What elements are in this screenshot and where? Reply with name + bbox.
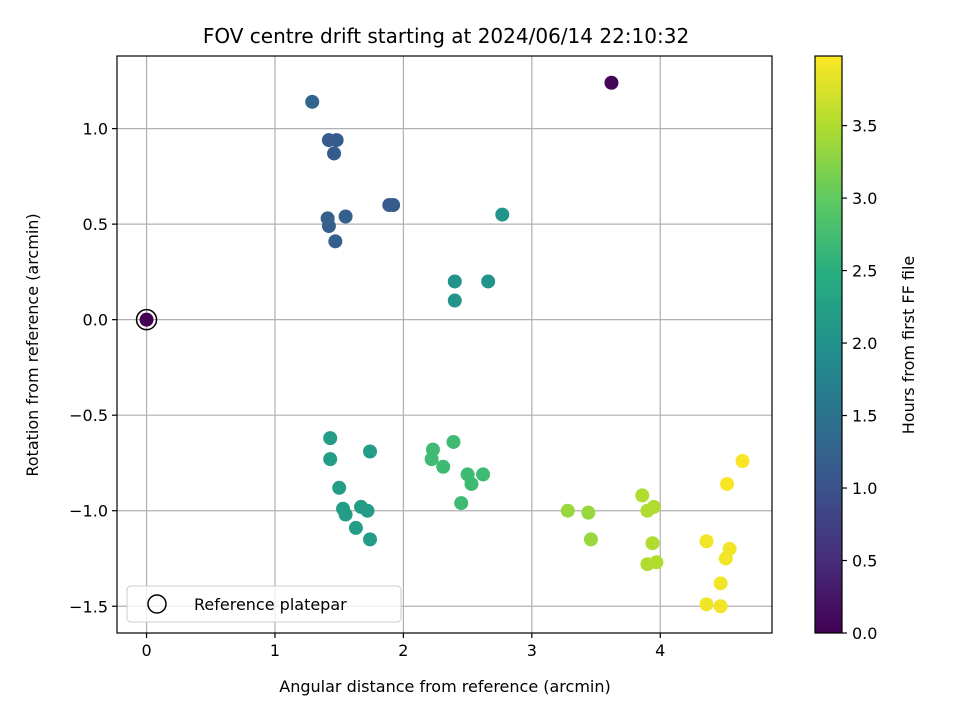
data-point [327, 146, 342, 161]
data-point [699, 597, 714, 612]
data-point [645, 536, 660, 551]
data-point [323, 452, 338, 467]
colorbar-gradient [814, 55, 843, 634]
grid [117, 56, 772, 633]
data-point [348, 520, 363, 535]
data-point [454, 496, 469, 511]
data-point [363, 532, 378, 547]
x-axis-label: Angular distance from reference (arcmin) [279, 677, 610, 696]
x-tick-label: 4 [655, 641, 665, 660]
data-point [332, 480, 347, 495]
colorbar-tick-label: 1.0 [852, 479, 877, 498]
plot-frame [116, 55, 773, 634]
y-tick-label: −1.5 [69, 597, 108, 616]
colorbar-tick-label: 2.0 [852, 334, 877, 353]
reference-marker [135, 308, 158, 331]
data-point [560, 503, 575, 518]
data-point [329, 133, 344, 148]
x-tick-label: 0 [141, 641, 151, 660]
data-point [323, 431, 338, 446]
data-point [649, 555, 664, 570]
colorbar-tick-label: 2.5 [852, 262, 877, 281]
y-tick-label: 0.5 [83, 215, 108, 234]
data-point [720, 476, 735, 491]
plot-area: 0 1 2 3 4 −1.5 −1.0 −0.5 0.0 0.5 1.0 Reference pla… [69, 55, 773, 660]
legend: Reference platepar [126, 585, 402, 623]
data-point [604, 75, 619, 90]
colorbar-ticks: 0.0 0.5 1.0 1.5 2.0 2.5 3.0 3.5 [842, 117, 877, 643]
data-point [321, 219, 336, 234]
data-point [464, 476, 479, 491]
data-point [713, 599, 728, 614]
data-point [360, 503, 375, 518]
data-point [481, 274, 496, 289]
data-point [363, 444, 378, 459]
data-point [447, 293, 462, 308]
x-tick-label: 3 [527, 641, 537, 660]
data-point [581, 505, 596, 520]
data-point [328, 234, 343, 249]
legend-marker-open-circle [147, 594, 167, 614]
data-point [447, 274, 462, 289]
data-point [446, 434, 461, 449]
data-point [338, 507, 353, 522]
colorbar-tick-label: 1.5 [852, 407, 877, 426]
x-tick-label: 2 [398, 641, 408, 660]
legend-label: Reference platepar [194, 595, 347, 614]
colorbar-tick-label: 0.0 [852, 624, 877, 643]
data-points [305, 75, 750, 614]
data-point [583, 532, 598, 547]
reference-marker-group [135, 308, 158, 331]
reference-point [139, 312, 154, 327]
axis-ticks: 0 1 2 3 4 −1.5 −1.0 −0.5 0.0 0.5 1.0 [69, 120, 665, 660]
y-tick-label: −0.5 [69, 406, 108, 425]
data-point [646, 499, 661, 514]
y-tick-label: 1.0 [83, 120, 108, 139]
chart-title: FOV centre drift starting at 2024/06/14 … [203, 24, 689, 48]
data-point [386, 198, 401, 213]
data-point [699, 534, 714, 549]
colorbar-label: Hours from first FF file [899, 256, 918, 435]
colorbar-tick-label: 3.5 [852, 117, 877, 136]
data-point [338, 209, 353, 224]
data-point [635, 488, 650, 503]
data-point [476, 467, 491, 482]
x-tick-label: 1 [270, 641, 280, 660]
data-point [735, 454, 750, 469]
colorbar-tick-label: 0.5 [852, 552, 877, 571]
data-point [436, 459, 451, 474]
legend-box [126, 585, 402, 623]
data-point [495, 207, 510, 222]
y-axis-label: Rotation from reference (arcmin) [23, 213, 42, 476]
data-point [305, 94, 320, 109]
colorbar-tick-label: 3.0 [852, 189, 877, 208]
colorbar: 0.0 0.5 1.0 1.5 2.0 2.5 3.0 3.5 Hours from firs… [814, 55, 918, 643]
y-tick-label: −1.0 [69, 502, 108, 521]
data-point [424, 452, 439, 467]
y-tick-label: 0.0 [83, 311, 108, 330]
data-point [713, 576, 728, 591]
data-point [722, 541, 737, 556]
